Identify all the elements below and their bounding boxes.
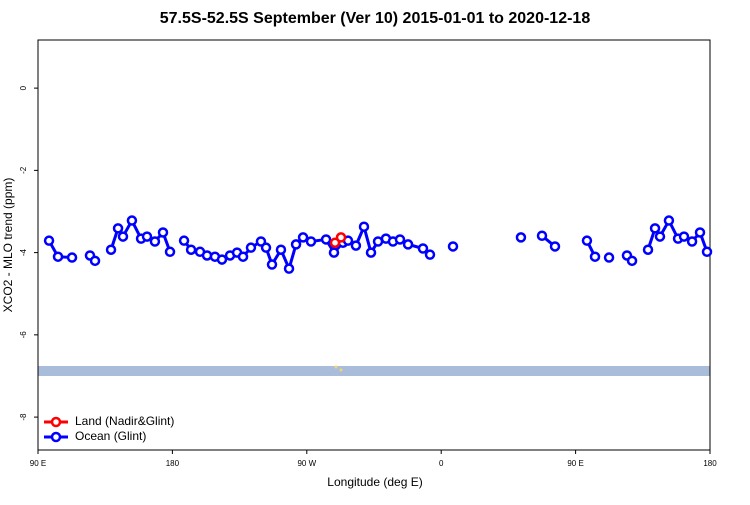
data-point bbox=[328, 247, 340, 258]
data-point bbox=[678, 231, 690, 242]
data-point bbox=[320, 234, 332, 245]
x-tick-label: 90 E bbox=[30, 459, 46, 468]
data-point bbox=[201, 250, 213, 261]
data-point bbox=[447, 241, 459, 252]
data-point bbox=[642, 244, 654, 255]
data-point bbox=[66, 252, 78, 263]
data-point bbox=[112, 223, 124, 234]
x-axis-label: Longitude (deg E) bbox=[327, 475, 422, 489]
x-tick-label: 180 bbox=[166, 459, 180, 468]
data-point bbox=[178, 235, 190, 246]
plot-frame bbox=[37, 39, 711, 451]
x-tick-label: 180 bbox=[703, 459, 717, 468]
data-point bbox=[89, 255, 101, 267]
data-point bbox=[515, 232, 527, 243]
map-land bbox=[339, 368, 343, 372]
data-point bbox=[290, 239, 302, 250]
y-tick-label: -4 bbox=[19, 249, 28, 257]
data-point bbox=[157, 227, 169, 238]
legend-marker bbox=[50, 416, 62, 428]
data-point bbox=[365, 247, 377, 258]
data-point bbox=[126, 215, 138, 226]
data-point bbox=[694, 227, 706, 238]
data-point bbox=[536, 230, 548, 241]
legend-marker bbox=[50, 431, 62, 443]
y-axis-label: XCO2 - MLO trend (ppm) bbox=[1, 178, 15, 313]
data-point bbox=[603, 252, 615, 263]
data-point bbox=[141, 231, 153, 242]
data-point bbox=[649, 223, 661, 234]
data-point bbox=[164, 246, 176, 258]
x-tick-label: 90 E bbox=[567, 459, 583, 468]
data-point bbox=[275, 244, 287, 255]
data-point bbox=[245, 242, 257, 253]
map-strip bbox=[38, 366, 710, 376]
y-tick-label: -8 bbox=[19, 413, 28, 421]
data-point bbox=[105, 244, 117, 255]
data-point bbox=[185, 244, 197, 255]
data-point bbox=[52, 251, 64, 262]
y-tick-label: 0 bbox=[19, 85, 28, 90]
y-tick-label: -2 bbox=[19, 166, 28, 174]
x-tick-label: 0 bbox=[439, 459, 444, 468]
data-point bbox=[305, 236, 317, 247]
data-point bbox=[266, 259, 278, 270]
data-point bbox=[549, 241, 561, 252]
data-point bbox=[686, 236, 698, 247]
data-point bbox=[237, 251, 249, 262]
data-point bbox=[589, 251, 601, 262]
data-point bbox=[626, 255, 638, 267]
data-point bbox=[297, 232, 309, 243]
data-point bbox=[701, 246, 713, 258]
data-point bbox=[117, 231, 129, 242]
data-point bbox=[260, 242, 272, 253]
data-point bbox=[43, 235, 55, 246]
data-point bbox=[663, 215, 675, 226]
legend-label: Land (Nadir&Glint) bbox=[75, 414, 174, 428]
data-point bbox=[581, 235, 593, 246]
x-tick-label: 90 W bbox=[297, 459, 316, 468]
map-land bbox=[334, 365, 338, 369]
data-point bbox=[350, 240, 362, 251]
data-point bbox=[358, 221, 370, 232]
data-point bbox=[394, 234, 406, 245]
data-point bbox=[216, 254, 228, 265]
legend-label: Ocean (Glint) bbox=[75, 429, 146, 443]
y-tick-label: -6 bbox=[19, 331, 28, 339]
data-point bbox=[335, 232, 347, 243]
data-point bbox=[417, 243, 429, 254]
data-point bbox=[654, 231, 666, 242]
chart-title: 57.5S-52.5S September (Ver 10) 2015-01-0… bbox=[160, 10, 591, 27]
data-point bbox=[283, 263, 295, 274]
data-point bbox=[402, 239, 414, 250]
data-point bbox=[149, 236, 161, 247]
data-point bbox=[424, 249, 436, 260]
